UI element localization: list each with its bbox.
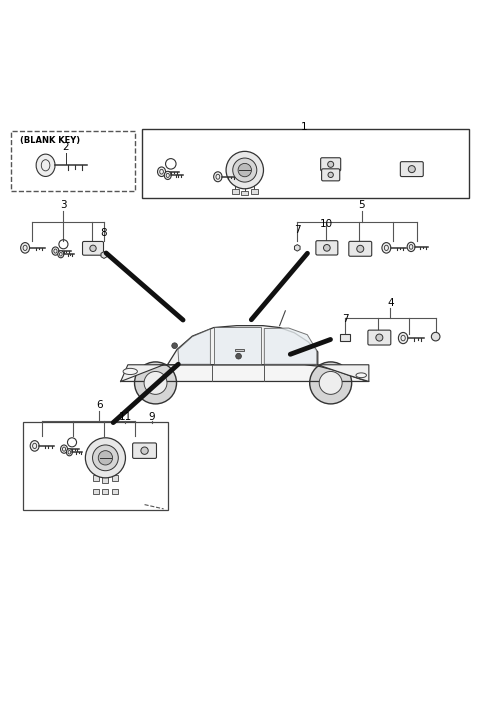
Bar bbox=[241, 191, 248, 195]
Text: 6: 6 bbox=[96, 400, 103, 410]
Ellipse shape bbox=[60, 445, 68, 454]
Text: (BLANK KEY): (BLANK KEY) bbox=[21, 135, 81, 145]
Polygon shape bbox=[178, 329, 210, 364]
FancyBboxPatch shape bbox=[322, 168, 340, 181]
Ellipse shape bbox=[164, 171, 171, 179]
Circle shape bbox=[408, 166, 415, 173]
FancyBboxPatch shape bbox=[400, 162, 423, 176]
Circle shape bbox=[319, 372, 342, 395]
FancyBboxPatch shape bbox=[83, 241, 104, 255]
Bar bbox=[112, 475, 118, 481]
Bar bbox=[232, 189, 239, 194]
Circle shape bbox=[238, 163, 252, 176]
Text: 3: 3 bbox=[60, 199, 67, 210]
Text: 8: 8 bbox=[101, 228, 108, 238]
Circle shape bbox=[328, 161, 334, 167]
Bar bbox=[112, 489, 118, 494]
Text: 4: 4 bbox=[387, 297, 394, 307]
FancyBboxPatch shape bbox=[349, 241, 372, 256]
Circle shape bbox=[141, 447, 148, 454]
Bar bbox=[251, 189, 258, 194]
Bar bbox=[102, 489, 108, 494]
Circle shape bbox=[310, 362, 352, 404]
Text: 11: 11 bbox=[119, 412, 132, 422]
Circle shape bbox=[236, 354, 241, 359]
Circle shape bbox=[172, 343, 178, 348]
Bar bbox=[102, 477, 108, 482]
Polygon shape bbox=[318, 365, 369, 382]
Ellipse shape bbox=[382, 243, 391, 253]
FancyBboxPatch shape bbox=[321, 158, 341, 171]
Bar bbox=[235, 348, 244, 351]
FancyBboxPatch shape bbox=[316, 240, 338, 255]
Text: 7: 7 bbox=[342, 314, 348, 324]
Polygon shape bbox=[120, 365, 369, 382]
Circle shape bbox=[376, 334, 383, 341]
Circle shape bbox=[357, 246, 364, 252]
Circle shape bbox=[144, 372, 167, 395]
Ellipse shape bbox=[21, 243, 30, 253]
Polygon shape bbox=[168, 325, 318, 365]
Ellipse shape bbox=[398, 333, 408, 343]
Bar bbox=[93, 475, 99, 481]
Bar bbox=[93, 489, 99, 494]
Ellipse shape bbox=[58, 251, 64, 258]
Text: 7: 7 bbox=[294, 225, 300, 235]
Ellipse shape bbox=[36, 154, 55, 176]
Circle shape bbox=[226, 151, 264, 189]
Circle shape bbox=[85, 438, 125, 478]
Ellipse shape bbox=[30, 441, 39, 451]
Ellipse shape bbox=[123, 369, 137, 374]
Text: 2: 2 bbox=[62, 143, 69, 153]
Text: 10: 10 bbox=[319, 219, 333, 229]
Ellipse shape bbox=[407, 242, 415, 251]
Ellipse shape bbox=[66, 449, 72, 456]
Circle shape bbox=[98, 451, 113, 465]
Text: 5: 5 bbox=[359, 199, 365, 210]
Circle shape bbox=[328, 172, 333, 178]
Polygon shape bbox=[101, 251, 107, 258]
Polygon shape bbox=[120, 365, 168, 382]
Circle shape bbox=[90, 245, 96, 251]
Circle shape bbox=[134, 362, 177, 404]
Circle shape bbox=[324, 245, 330, 251]
Circle shape bbox=[432, 333, 440, 341]
Ellipse shape bbox=[356, 373, 366, 378]
Polygon shape bbox=[294, 245, 300, 251]
Ellipse shape bbox=[157, 167, 166, 176]
Text: 1: 1 bbox=[301, 122, 308, 132]
Ellipse shape bbox=[52, 247, 59, 255]
Circle shape bbox=[233, 158, 257, 182]
FancyBboxPatch shape bbox=[132, 443, 156, 459]
Text: 9: 9 bbox=[148, 412, 155, 422]
Ellipse shape bbox=[214, 172, 222, 181]
Bar bbox=[340, 334, 350, 341]
Polygon shape bbox=[214, 327, 261, 364]
Circle shape bbox=[93, 445, 118, 471]
Polygon shape bbox=[264, 328, 317, 364]
FancyBboxPatch shape bbox=[368, 330, 391, 345]
